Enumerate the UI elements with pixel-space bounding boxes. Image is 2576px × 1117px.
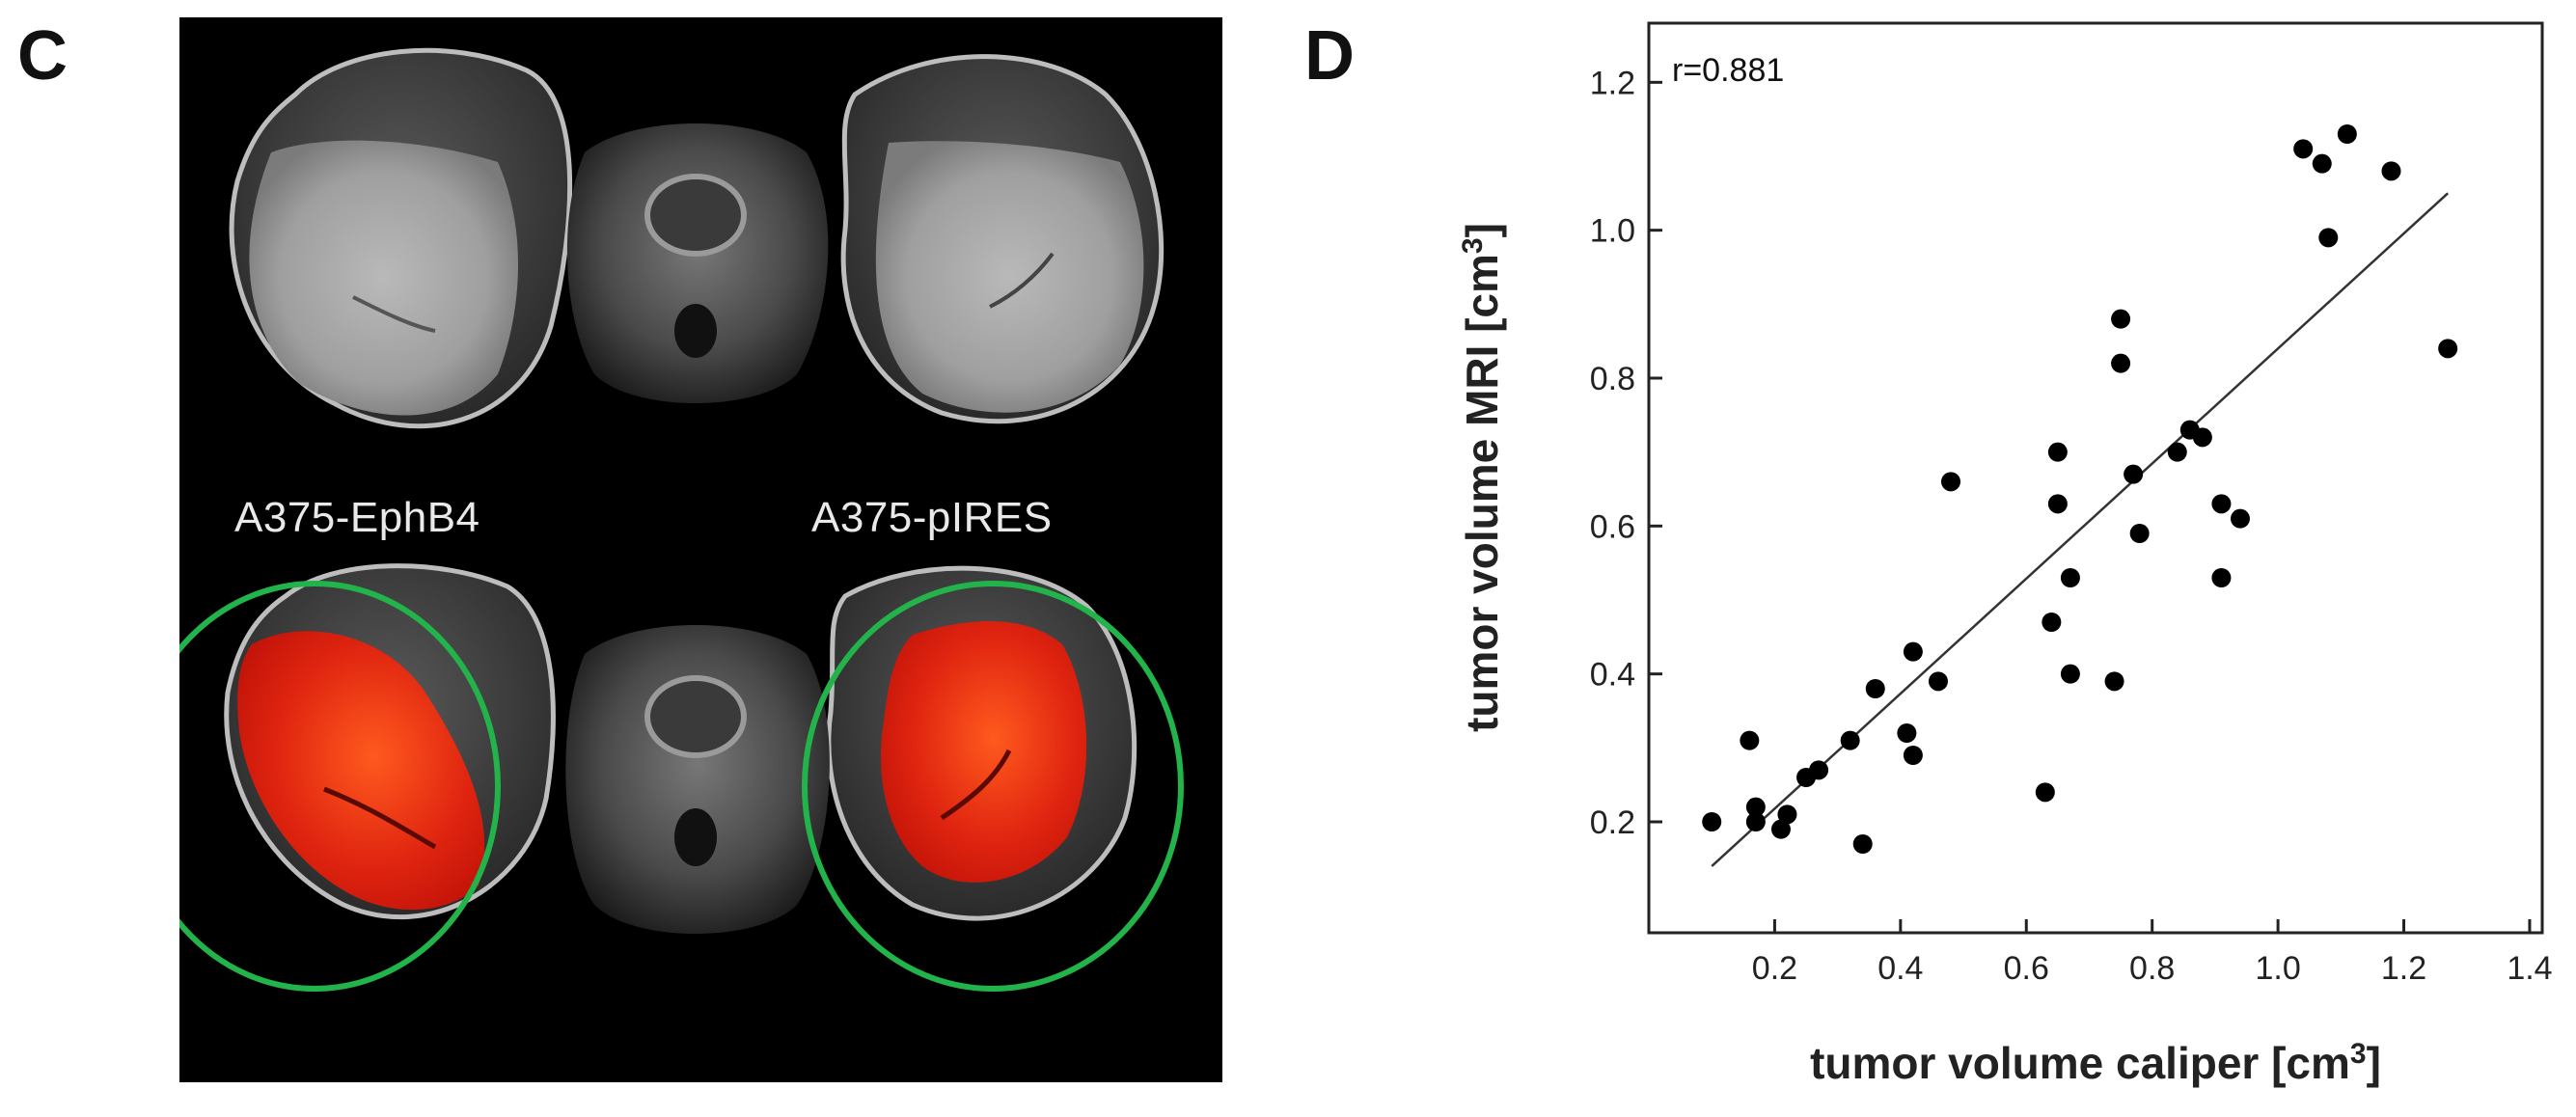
data-points (1702, 124, 2458, 854)
mri-image (179, 47, 1184, 992)
tumor-overlay-right (880, 621, 1087, 883)
panel-letter-c: C (17, 17, 68, 95)
data-point (2293, 139, 2314, 159)
data-point (2211, 568, 2232, 587)
data-point (2337, 124, 2357, 144)
x-tick-label: 1.2 (2381, 950, 2426, 987)
y-tick-label: 0.4 (1590, 657, 1635, 694)
data-point (1777, 804, 1797, 825)
data-point (2035, 782, 2055, 803)
mri-bottom-slice (179, 563, 1184, 992)
mri-label-left: A375-EphB4 (234, 494, 480, 541)
y-axis: 0.2 0.4 0.6 0.8 1.0 1.2 (1590, 65, 1662, 841)
x-axis: 0.2 0.4 0.6 0.8 1.0 1.2 1.4 (1752, 919, 2553, 987)
y-tick-label: 0.2 (1590, 804, 1635, 841)
y-tick-label: 1.2 (1590, 65, 1635, 101)
roi-circle-right (802, 581, 1184, 992)
data-point (2438, 339, 2458, 359)
mri-image-panel: A375-EphB4 A375-pIRES (179, 17, 1222, 1082)
data-point (1897, 723, 1917, 743)
data-point (2060, 568, 2080, 587)
regression-line (1711, 192, 2450, 867)
data-point (1903, 641, 1923, 662)
data-point (2230, 508, 2250, 529)
mri-label-right: A375-pIRES (811, 494, 1053, 541)
y-tick-label: 0.8 (1590, 361, 1635, 397)
roi-circle-left (179, 581, 501, 992)
x-tick-label: 0.4 (1877, 950, 1923, 987)
data-point (1809, 760, 1829, 780)
data-point (2111, 309, 2131, 329)
data-point (1702, 812, 1722, 831)
data-point (2042, 613, 2062, 632)
data-point (2047, 494, 2068, 514)
data-point (2192, 427, 2212, 448)
scatter-chart: 0.2 0.4 0.6 0.8 1.0 1.2 0.2 0.4 0.6 0.8 1.0 1.2 1.4… (1457, 21, 2553, 1089)
data-point (2211, 494, 2232, 514)
data-point (2318, 228, 2339, 248)
correlation-annotation: r=0.881 (1672, 52, 1784, 89)
data-point (2124, 464, 2144, 484)
mri-top-slice (229, 47, 1165, 429)
data-point (1903, 746, 1923, 765)
x-tick-label: 0.6 (2004, 950, 2049, 987)
panel-letter-d: D (1304, 17, 1355, 95)
data-point (2060, 664, 2080, 684)
data-point (1745, 797, 1766, 817)
data-point (1745, 812, 1766, 831)
y-tick-label: 0.6 (1590, 508, 1635, 545)
data-point (1770, 819, 1791, 839)
data-point (1928, 671, 1948, 692)
scatter-chart-panel: 0.2 0.4 0.6 0.8 1.0 1.2 0.2 0.4 0.6 0.8 1.0 1.2 1.4… (1428, 0, 2576, 1112)
y-tick-label: 1.0 (1590, 213, 1635, 250)
data-point (2047, 442, 2068, 462)
data-point (2381, 161, 2401, 181)
x-tick-label: 1.4 (2507, 950, 2552, 987)
data-point (1852, 834, 1873, 854)
fit-layer (1711, 192, 2450, 867)
data-point (2104, 671, 2124, 692)
y-axis-title: tumor volume MRI [cm3] (1457, 223, 1508, 732)
data-point (1740, 730, 1760, 750)
data-point (1865, 679, 1885, 698)
data-point (2111, 353, 2131, 373)
x-tick-label: 0.2 (1752, 950, 1797, 987)
data-point (2167, 442, 2187, 462)
x-tick-label: 0.8 (2129, 950, 2175, 987)
data-point (1840, 730, 1860, 750)
x-axis-title: tumor volume caliper [cm3] (1810, 1038, 2381, 1089)
data-point (2312, 153, 2332, 174)
data-point (2129, 524, 2150, 543)
plot-frame (1647, 21, 2544, 935)
x-tick-label: 1.0 (2255, 950, 2300, 987)
data-point (1941, 472, 1961, 492)
